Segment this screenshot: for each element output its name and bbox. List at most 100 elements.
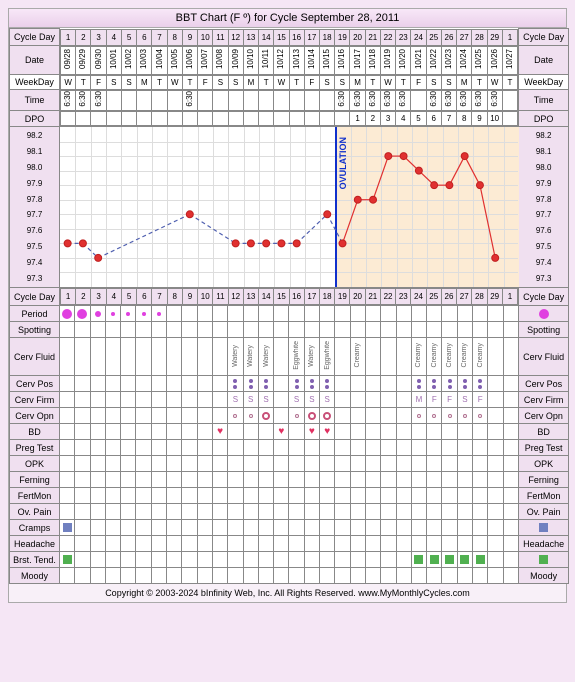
cycle-day-num: 18 <box>323 33 332 42</box>
cycle-day-num: 4 <box>112 33 116 42</box>
cervOpn-cell <box>182 408 197 424</box>
ferning-label: Ferning <box>10 472 60 488</box>
pregTest-cell <box>151 440 166 456</box>
weekday-val: S <box>431 78 436 87</box>
spotting-cell <box>488 322 503 338</box>
cervFluid-cell: Creamy <box>411 338 426 376</box>
cramps-label: Cramps <box>10 520 60 536</box>
fertMon-cell <box>258 488 273 504</box>
cervFluid-cell <box>365 338 380 376</box>
cycle-day-row-bottom: Cycle Day 123456789101112131415161718192… <box>10 288 569 306</box>
cervOpn-cell <box>381 408 396 424</box>
cervFirm-cell <box>381 392 396 408</box>
weekday-val: T <box>157 78 162 87</box>
cervPos-cell <box>228 376 243 392</box>
cervFluid-cell <box>105 338 120 376</box>
cervOpn-cell <box>335 408 350 424</box>
ovPain-cell <box>274 504 289 520</box>
spotting-cell <box>274 322 289 338</box>
ovPain-cell <box>350 504 365 520</box>
ovPain-cell <box>320 504 335 520</box>
ferning-cell <box>350 472 365 488</box>
cervFluid-cell: Watery <box>258 338 273 376</box>
cervFluid-cell <box>60 338 75 376</box>
period-cell <box>335 306 350 322</box>
cervPos-cell <box>320 376 335 392</box>
y-tick: 97.8 <box>12 195 57 204</box>
ovPain-cell <box>90 504 105 520</box>
ferning-cell <box>411 472 426 488</box>
ferning-cell <box>503 472 519 488</box>
brstTend-cell <box>167 552 182 568</box>
opk-cell <box>274 456 289 472</box>
moody-cell <box>503 568 519 584</box>
cerv-firm-val: S <box>462 395 467 404</box>
brst-tend-icon <box>414 555 423 564</box>
headache-cell <box>121 536 136 552</box>
fertMon-cell <box>151 488 166 504</box>
cerv-pos-icon <box>473 378 487 390</box>
pregTest-cell <box>381 440 396 456</box>
weekday-val: F <box>96 78 101 87</box>
bd-cell: ♥ <box>320 424 335 440</box>
date-val: 10/27 <box>506 49 514 69</box>
bd-cell: ♥ <box>274 424 289 440</box>
moody-cell <box>151 568 166 584</box>
brstTend-cell <box>411 552 426 568</box>
moody-cell <box>335 568 350 584</box>
weekday-val: M <box>248 78 255 87</box>
spotting-cell <box>350 322 365 338</box>
cervPos-cell <box>60 376 75 392</box>
pregTest-cell <box>335 440 350 456</box>
weekday-row: WeekDay WTFSSMTWTFSSMTWTFSSMTWTFSSMTWT W… <box>10 75 569 90</box>
cervOpn-cell <box>197 408 212 424</box>
date-val: 10/16 <box>338 49 346 69</box>
moody-cell <box>365 568 380 584</box>
cramps-row: Cramps <box>10 520 569 536</box>
period-cell <box>212 306 227 322</box>
cervFluid-label: Cerv Fluid <box>10 338 60 376</box>
headache-cell <box>182 536 197 552</box>
temp-point <box>293 240 300 247</box>
cervFirm-cell: S <box>320 392 335 408</box>
spotting-cell <box>411 322 426 338</box>
cervFluid-cell <box>151 338 166 376</box>
y-tick: 97.4 <box>521 258 566 267</box>
ovPain-cell <box>212 504 227 520</box>
ferning-cell <box>457 472 472 488</box>
ovPain-cell <box>60 504 75 520</box>
cycle-day-num: 25 <box>429 33 438 42</box>
cycle-day-num: 28 <box>475 33 484 42</box>
bbt-table: Cycle Day 123456789101112131415161718192… <box>9 28 569 584</box>
period-cell <box>136 306 151 322</box>
fertMon-cell <box>427 488 442 504</box>
ovPain-row: Ov. PainOv. Pain <box>10 504 569 520</box>
bd-cell <box>503 424 519 440</box>
moody-cell <box>182 568 197 584</box>
cycle-day-num: 19 <box>338 33 347 42</box>
pregTest-cell <box>105 440 120 456</box>
moody-cell <box>60 568 75 584</box>
bd-cell: ♥ <box>304 424 319 440</box>
cramps-cell <box>442 520 457 536</box>
cervFluid-cell: Creamy <box>427 338 442 376</box>
ferning-cell <box>396 472 411 488</box>
bd-row: BD♥♥♥♥BD <box>10 424 569 440</box>
cervPos-cell <box>304 376 319 392</box>
cerv-firm-val: F <box>447 395 452 404</box>
cervPos-cell <box>136 376 151 392</box>
cervFluid-cell: Eggwhite <box>320 338 335 376</box>
time-val: 6:30 <box>475 91 483 107</box>
bd-cell: ♥ <box>212 424 227 440</box>
weekday-label: WeekDay <box>10 75 60 90</box>
weekday-val: S <box>126 78 131 87</box>
opk-cell <box>350 456 365 472</box>
cerv-pos-icon <box>228 378 242 390</box>
cerv-open-small-icon <box>478 414 482 418</box>
cervOpn-cell <box>228 408 243 424</box>
ovPain-cell <box>335 504 350 520</box>
cervPos-cell <box>350 376 365 392</box>
temp-point <box>415 167 422 174</box>
ferning-cell <box>258 472 273 488</box>
pregTest-cell <box>365 440 380 456</box>
